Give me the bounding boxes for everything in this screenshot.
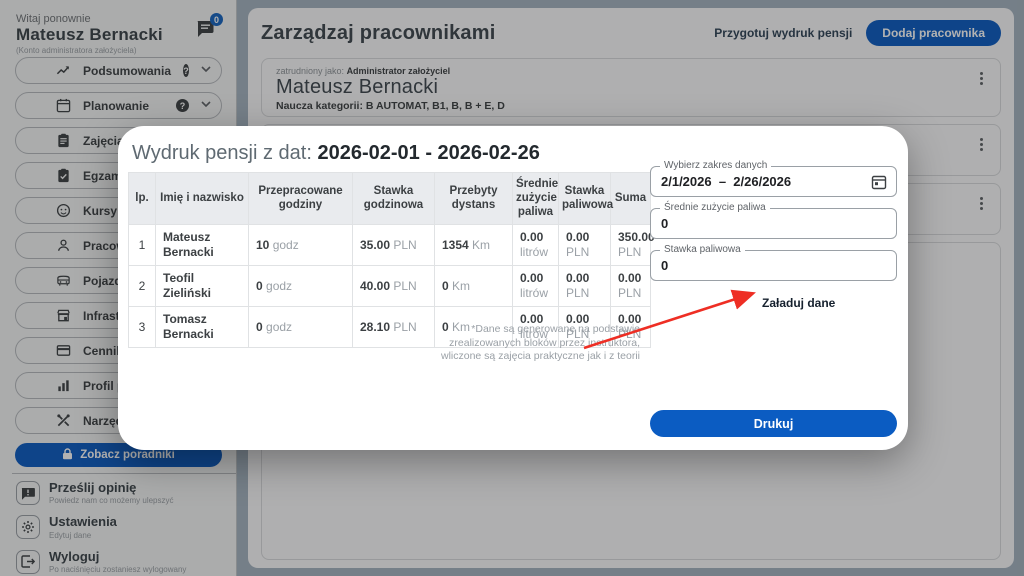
modal-title: Wydruk pensji z dat: 2026-02-01 - 2026-0… [132, 142, 540, 164]
kebab-menu-icon[interactable] [972, 69, 990, 87]
messages-button[interactable]: 0 [196, 13, 223, 38]
store-icon [56, 308, 71, 323]
see-guides-label: Zobacz poradniki [80, 449, 175, 461]
date-range-label: Wybierz zakres danych [660, 160, 772, 171]
clipboard-icon [56, 133, 71, 148]
account-type: (Konto administratora założyciela) [16, 46, 137, 55]
clipboard-check-icon [56, 168, 71, 183]
chat-icon [196, 21, 216, 42]
trending-up-icon [56, 63, 71, 78]
logout-subtitle: Po naciśnięciu zostaniesz wylogowany [49, 564, 187, 574]
tools-icon [56, 413, 71, 428]
col-header-lp: lp. [128, 171, 156, 226]
page-title: Zarządzaj pracownikami [261, 21, 496, 44]
greeting-text: Witaj ponownie [16, 13, 91, 25]
col-header-fuel-rate: Stawka paliwowa [558, 171, 613, 226]
employee-card: zatrudniony jako: Administrator założyci… [261, 58, 1001, 117]
col-header-hours: Przepracowane godziny [248, 171, 353, 226]
user-name: Mateusz Bernacki [16, 25, 163, 44]
user-block: Witaj ponownie Mateusz Bernacki (Konto a… [0, 0, 236, 59]
sidebar-item-planowanie[interactable]: Planowanie ? [15, 92, 222, 119]
payroll-print-modal: Wydruk pensji z dat: 2026-02-01 - 2026-0… [118, 126, 908, 450]
table-header-row: lp. Imię i nazwisko Przepracowane godzin… [128, 171, 651, 226]
sidebar-item-podsumowania[interactable]: Podsumowania ? [15, 57, 222, 84]
sidebar-item-label: Zajęcia [83, 133, 124, 148]
send-feedback-title: Prześlij opinię [49, 480, 137, 495]
fuel-rate-field: Stawka paliwowa [650, 244, 897, 281]
date-range-field: Wybierz zakres danych [650, 160, 897, 197]
chevron-down-icon [201, 65, 211, 76]
col-header-sum: Suma [610, 171, 651, 226]
fuel-rate-label: Stawka paliwowa [660, 244, 745, 255]
settings-title: Ustawienia [49, 514, 117, 530]
send-feedback-item[interactable]: Prześlij opinię Powiedz nam co możemy ul… [12, 479, 232, 507]
help-icon[interactable]: ? [176, 99, 189, 112]
help-icon[interactable]: ? [183, 64, 189, 77]
see-guides-button[interactable]: Zobacz poradniki [15, 443, 222, 467]
col-header-hourly-rate: Stawka godzinowa [352, 171, 435, 226]
avg-fuel-field: Średnie zużycie paliwa [650, 202, 897, 239]
sidebar-item-label: Planowanie [83, 98, 150, 113]
date-range-input[interactable] [651, 167, 896, 196]
settings-item[interactable]: Ustawienia Edytuj dane [12, 513, 232, 541]
payment-card-icon [56, 343, 71, 358]
col-header-avg-fuel: Średnie zużycie paliwa [512, 171, 559, 226]
table-row: 2 Teofil Zieliński 0 godz 40.00 PLN 0 Km… [128, 265, 651, 308]
logout-icon [16, 549, 40, 574]
person-icon [56, 238, 71, 253]
messages-badge: 0 [210, 13, 223, 26]
sidebar-divider [12, 473, 236, 474]
send-feedback-subtitle: Powiedz nam co możemy ulepszyć [49, 496, 174, 506]
gear-icon [16, 515, 40, 540]
col-header-distance: Przebyty dystans [434, 171, 513, 226]
fuel-rate-input[interactable] [651, 251, 896, 280]
modal-form: Wybierz zakres danych Średnie zużycie pa… [650, 160, 897, 437]
add-employee-button[interactable]: Dodaj pracownika [866, 20, 1001, 46]
avg-fuel-input[interactable] [651, 209, 896, 238]
load-data-button[interactable]: Załaduj dane [762, 296, 836, 310]
sidebar-item-label: Pojazdy [83, 273, 129, 288]
print-button[interactable]: Drukuj [650, 410, 897, 437]
main-header: Zarządzaj pracownikami Przygotuj wydruk … [261, 8, 1001, 58]
sidebar-footer: Prześlij opinię Powiedz nam co możemy ul… [12, 479, 232, 576]
avg-fuel-label: Średnie zużycie paliwa [660, 202, 770, 213]
chevron-down-icon [201, 100, 211, 111]
lock-icon [62, 447, 73, 463]
prepare-payroll-print-button[interactable]: Przygotuj wydruk pensji [714, 26, 853, 40]
car-icon [56, 273, 71, 288]
table-footnote: *Dane są generowane na podstawie zrealiz… [441, 323, 640, 363]
calendar-icon [56, 98, 71, 113]
settings-subtitle: Edytuj dane [49, 530, 92, 540]
kebab-menu-icon[interactable] [972, 135, 990, 153]
payroll-table: lp. Imię i nazwisko Przepracowane godzin… [128, 171, 655, 349]
kebab-menu-icon[interactable] [972, 194, 990, 212]
logout-title: Wyloguj [49, 548, 100, 564]
employed-as: zatrudniony jako: Administrator założyci… [276, 66, 451, 76]
logout-item[interactable]: Wyloguj Po naciśnięciu zostaniesz wylogo… [12, 548, 232, 576]
calendar-icon[interactable] [871, 174, 887, 190]
bar-chart-icon [56, 378, 71, 393]
modal-date-range: 2026-02-01 - 2026-02-26 [317, 142, 540, 164]
sidebar-item-label: Podsumowania [83, 63, 172, 78]
col-header-name: Imię i nazwisko [155, 171, 249, 226]
feedback-icon [16, 481, 40, 505]
face-icon [56, 203, 71, 218]
employee-categories: Naucza kategorii: B AUTOMAT, B1, B, B + … [276, 100, 505, 112]
table-row: 1 Mateusz Bernacki 10 godz 35.00 PLN 135… [128, 224, 655, 267]
employee-name: Mateusz Bernacki [276, 76, 439, 98]
